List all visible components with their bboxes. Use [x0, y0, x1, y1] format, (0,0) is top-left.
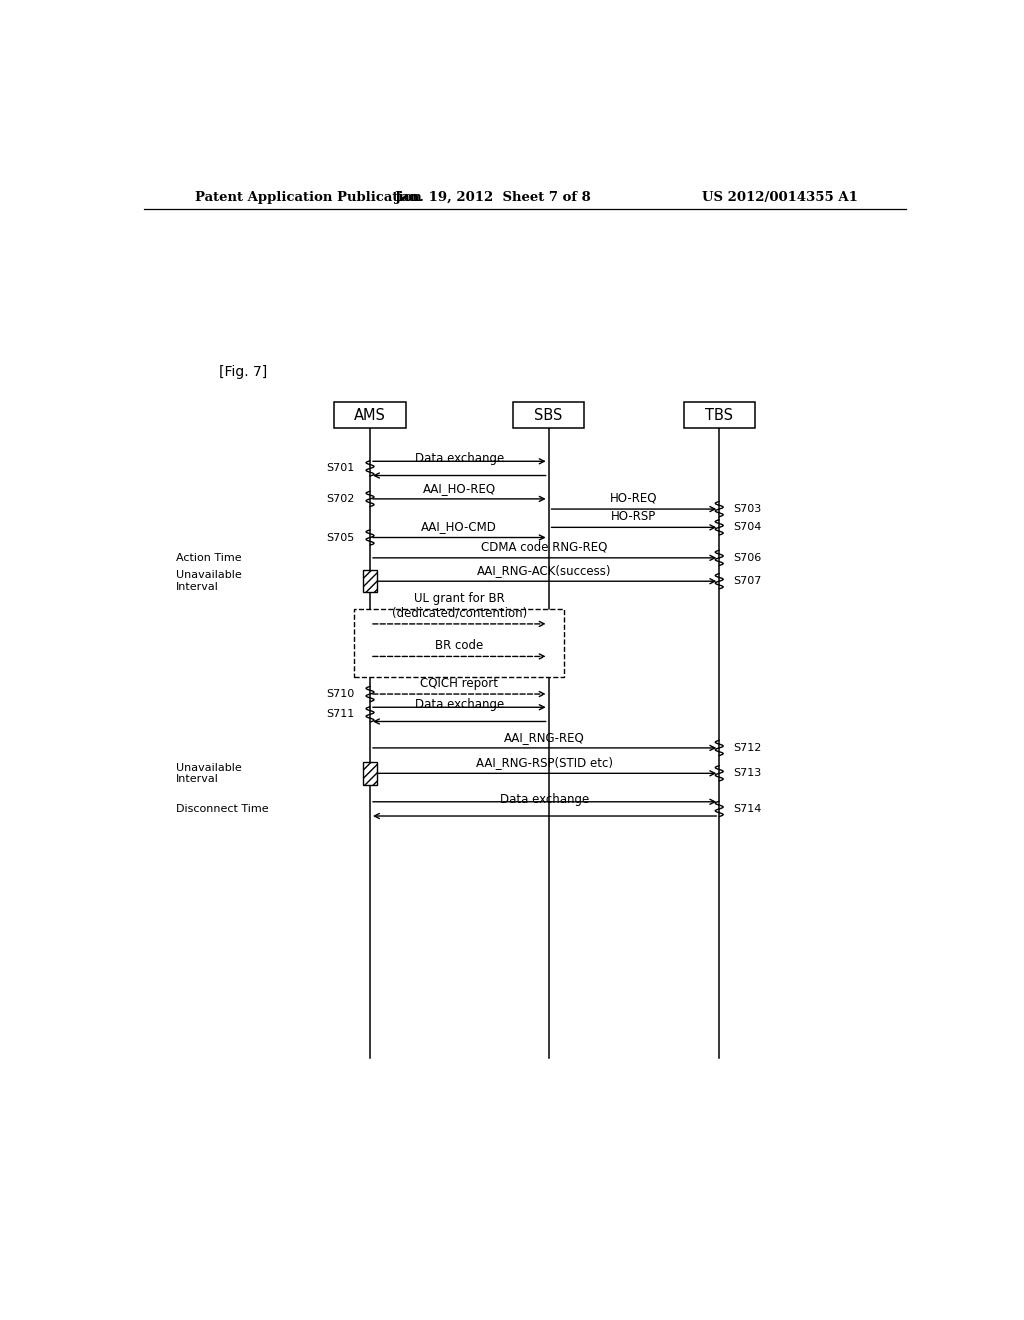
Text: S713: S713 — [733, 768, 762, 779]
Text: S710: S710 — [327, 689, 354, 700]
Bar — [684, 403, 755, 428]
Text: S701: S701 — [327, 463, 354, 474]
Text: S714: S714 — [733, 804, 762, 814]
Text: SBS: SBS — [535, 408, 563, 422]
Text: S703: S703 — [733, 504, 762, 513]
Text: Unavailable
Interval: Unavailable Interval — [176, 570, 242, 593]
Text: Data exchange: Data exchange — [500, 793, 589, 805]
Text: HO-REQ: HO-REQ — [610, 492, 657, 506]
Text: UL grant for BR
(dedicated/contention): UL grant for BR (dedicated/contention) — [392, 591, 527, 620]
Bar — [513, 403, 585, 428]
Text: AAI_RNG-RSP(STID etc): AAI_RNG-RSP(STID etc) — [476, 756, 613, 770]
Text: AAI_HO-REQ: AAI_HO-REQ — [423, 482, 496, 495]
Text: S707: S707 — [733, 577, 762, 586]
Text: Data exchange: Data exchange — [415, 453, 504, 466]
Text: S711: S711 — [327, 709, 354, 719]
Text: AMS: AMS — [354, 408, 386, 422]
Text: S702: S702 — [327, 494, 354, 504]
Bar — [354, 609, 564, 677]
Text: Data exchange: Data exchange — [415, 698, 504, 711]
Bar — [362, 762, 377, 784]
Text: S706: S706 — [733, 553, 762, 562]
Text: CQICH report: CQICH report — [420, 677, 499, 690]
Text: CDMA code RNG-REQ: CDMA code RNG-REQ — [481, 541, 608, 554]
Bar — [362, 570, 377, 593]
Text: S712: S712 — [733, 743, 762, 752]
Text: US 2012/0014355 A1: US 2012/0014355 A1 — [702, 190, 858, 203]
Text: S705: S705 — [327, 532, 354, 543]
Text: Disconnect Time: Disconnect Time — [176, 804, 268, 814]
Text: Unavailable
Interval: Unavailable Interval — [176, 763, 242, 784]
Text: [Fig. 7]: [Fig. 7] — [219, 364, 267, 379]
Text: S704: S704 — [733, 523, 762, 532]
Text: BR code: BR code — [435, 639, 483, 652]
Text: Patent Application Publication: Patent Application Publication — [196, 190, 422, 203]
Text: HO-RSP: HO-RSP — [611, 511, 656, 523]
Text: Action Time: Action Time — [176, 553, 242, 562]
Text: AAI_RNG-REQ: AAI_RNG-REQ — [504, 731, 585, 744]
Text: AAI_RNG-ACK(success): AAI_RNG-ACK(success) — [477, 564, 612, 577]
Text: TBS: TBS — [706, 408, 733, 422]
Text: Jan. 19, 2012  Sheet 7 of 8: Jan. 19, 2012 Sheet 7 of 8 — [395, 190, 591, 203]
Bar — [334, 403, 406, 428]
Text: AAI_HO-CMD: AAI_HO-CMD — [422, 520, 498, 533]
